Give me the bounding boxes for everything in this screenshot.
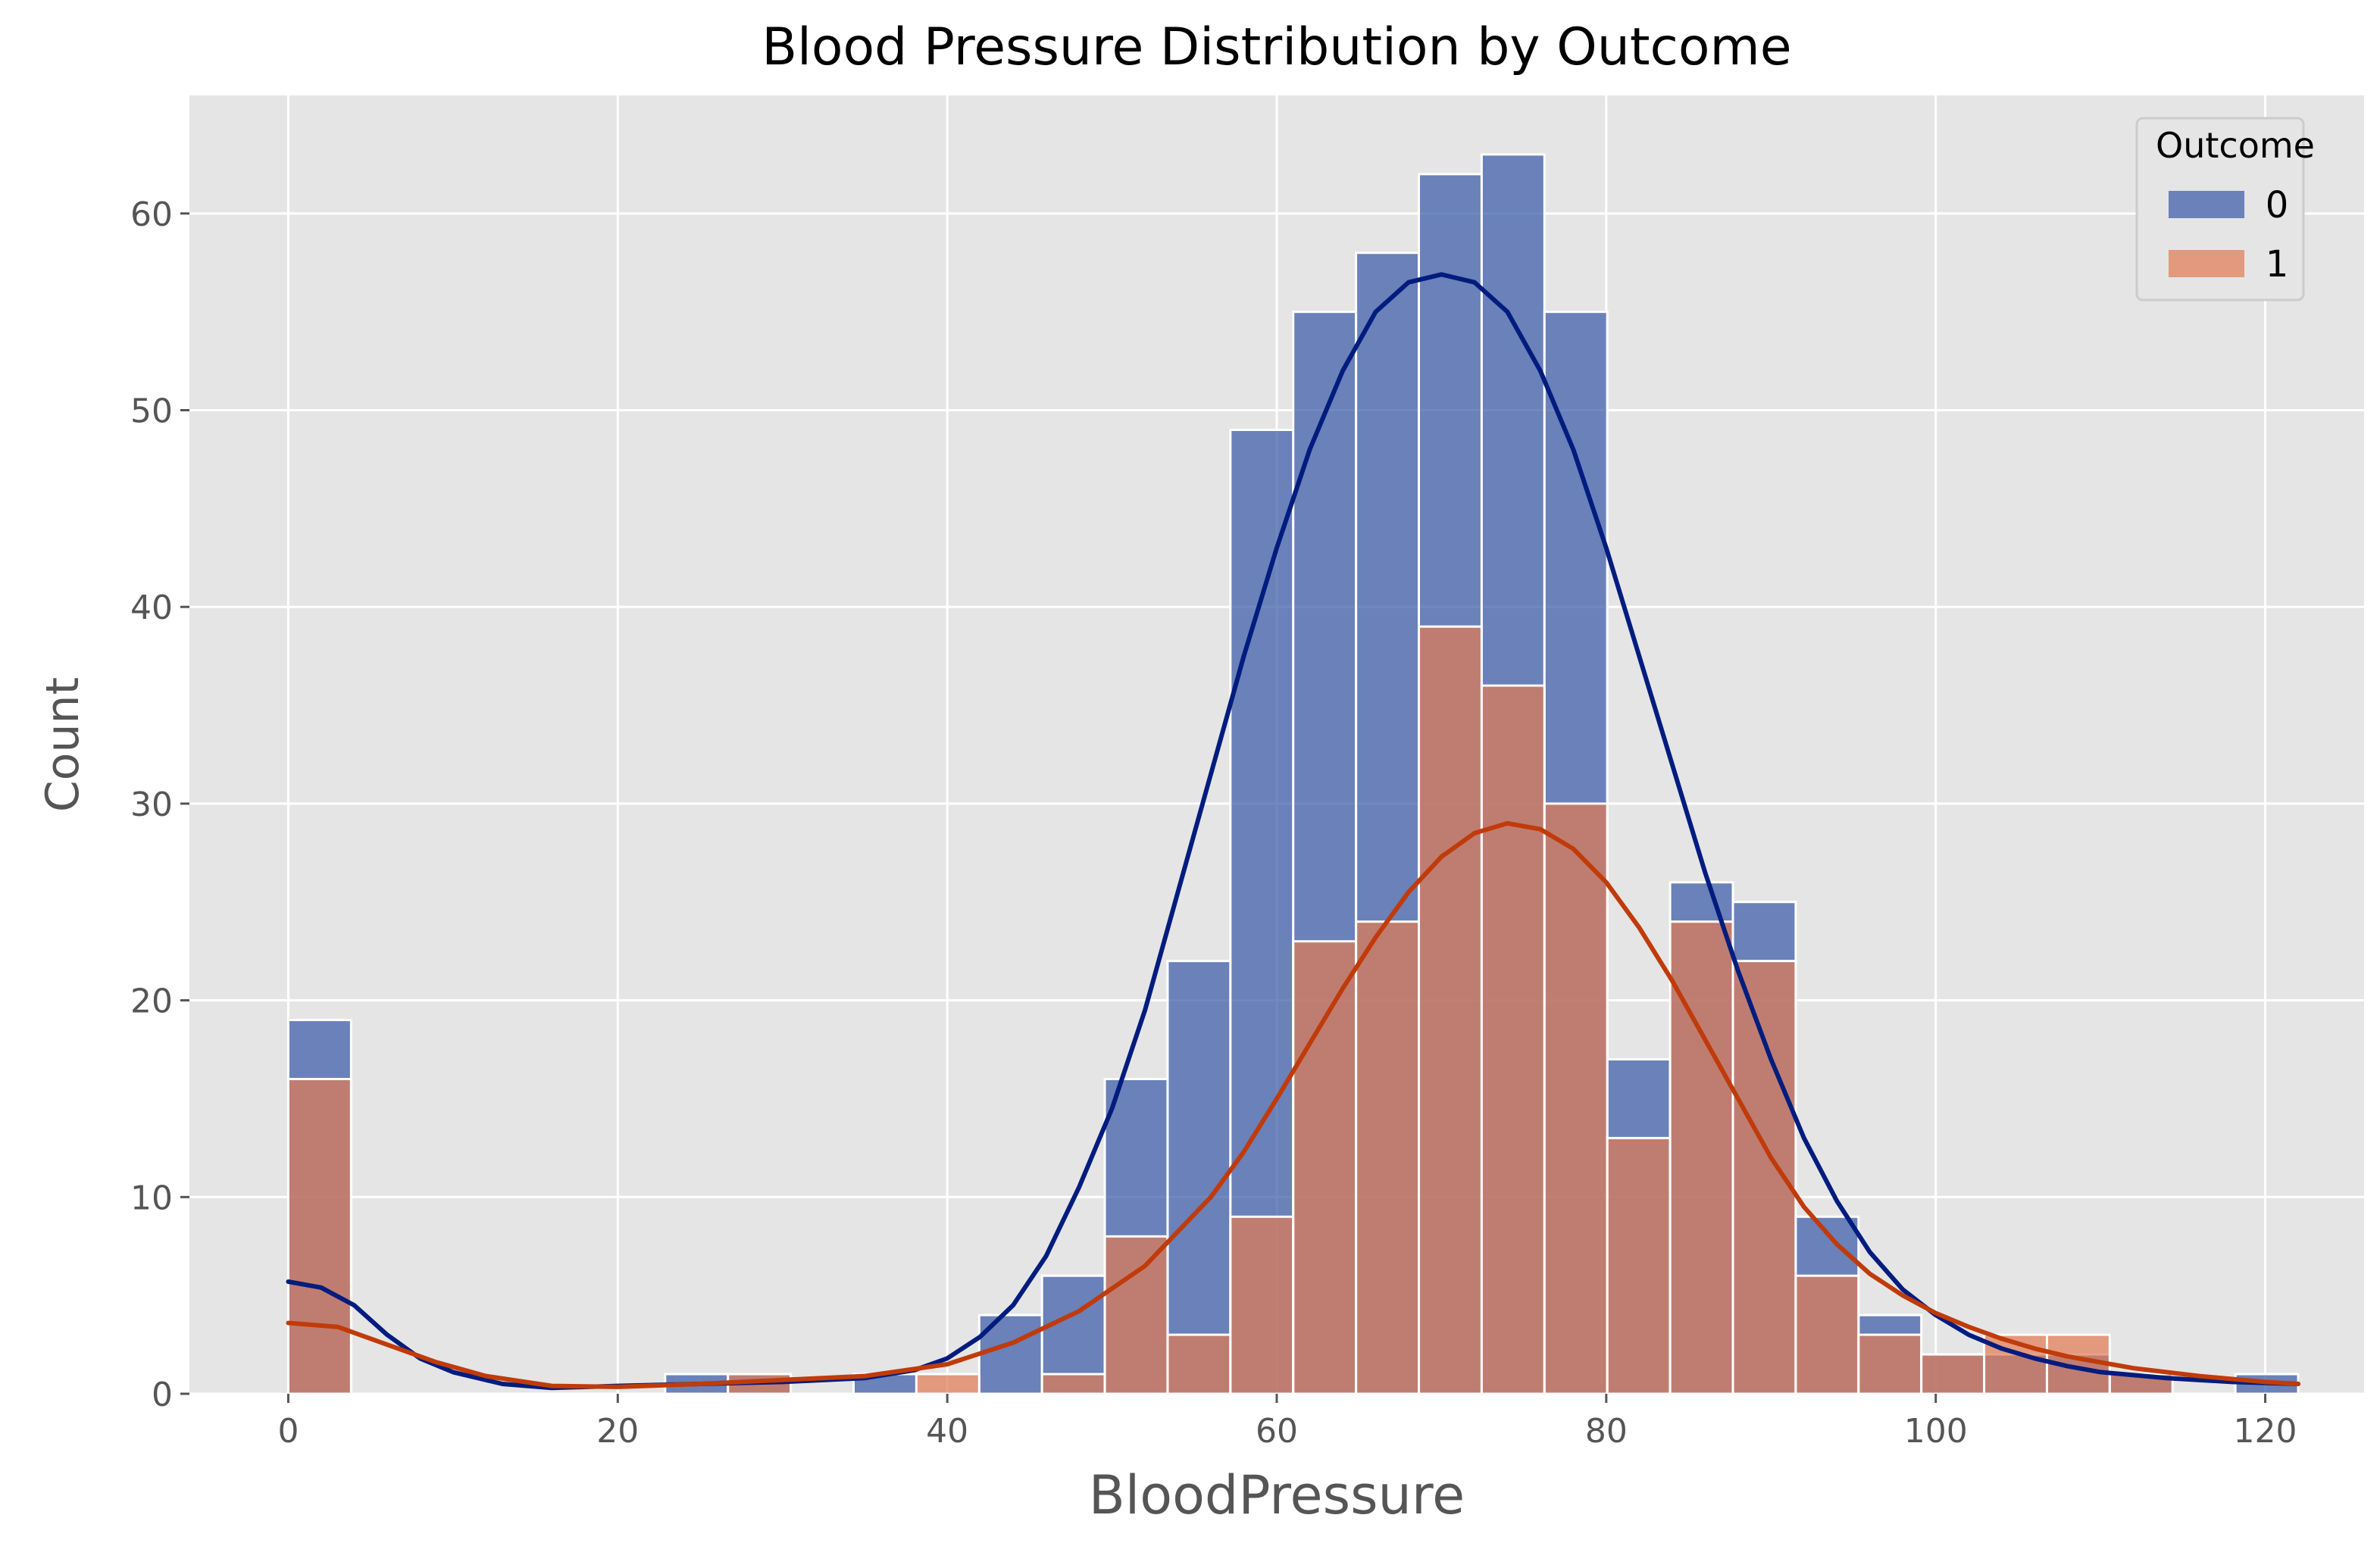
y-tick-label: 30 bbox=[130, 786, 173, 824]
bar-outcome-1 bbox=[1229, 1215, 1295, 1395]
bar-outcome-1 bbox=[1794, 1274, 1860, 1395]
legend-title: Outcome bbox=[2156, 125, 2315, 166]
x-tick-label: 0 bbox=[277, 1412, 299, 1451]
x-axis-label: BloodPressure bbox=[1089, 1464, 1465, 1526]
bar-outcome-1 bbox=[1355, 920, 1421, 1395]
kde-curves bbox=[286, 272, 2300, 1391]
bar-outcome-1 bbox=[1040, 1373, 1106, 1395]
legend-label-0: 0 bbox=[2266, 184, 2289, 226]
x-tick-label: 20 bbox=[596, 1412, 639, 1451]
bar-outcome-1 bbox=[1606, 1136, 1672, 1395]
kde-line-outcome-1 bbox=[286, 820, 2300, 1389]
bar-outcome-1 bbox=[1920, 1353, 1986, 1395]
legend-swatch-0 bbox=[2169, 191, 2244, 218]
bar-outcome-1 bbox=[915, 1373, 980, 1395]
y-tick-label: 10 bbox=[130, 1179, 173, 1217]
y-tick-label: 50 bbox=[130, 392, 173, 431]
x-tick-label: 80 bbox=[1585, 1412, 1628, 1451]
x-tick-label: 100 bbox=[1904, 1412, 1968, 1451]
legend: Outcome 0 1 bbox=[2135, 117, 2315, 301]
y-tick-label: 40 bbox=[130, 589, 173, 627]
bars bbox=[286, 153, 2300, 1395]
legend-label-1: 1 bbox=[2266, 243, 2289, 286]
bar-outcome-1 bbox=[1103, 1235, 1169, 1395]
bar-outcome-1 bbox=[286, 1077, 352, 1395]
y-axis-label: Count bbox=[36, 677, 89, 812]
bar-outcome-1 bbox=[1292, 940, 1358, 1395]
y-tick-label: 60 bbox=[130, 195, 173, 234]
x-tick-label: 40 bbox=[926, 1412, 968, 1451]
y-tick-label: 20 bbox=[130, 982, 173, 1021]
bar-outcome-1 bbox=[1418, 625, 1483, 1395]
bar-outcome-1 bbox=[1166, 1333, 1232, 1395]
x-tick-label: 120 bbox=[2234, 1412, 2297, 1451]
bar-outcome-1 bbox=[1857, 1333, 1923, 1395]
bar-outcome-1 bbox=[1480, 684, 1546, 1395]
x-tick-label: 60 bbox=[1256, 1412, 1298, 1451]
y-tick-label: 0 bbox=[152, 1376, 173, 1414]
chart-title: Blood Pressure Distribution by Outcome bbox=[762, 17, 1791, 77]
bar-outcome-1 bbox=[1543, 802, 1609, 1395]
axes: 0 20 40 60 80 100 120 0 10 20 30 40 50 60 bbox=[130, 195, 2297, 1451]
legend-swatch-1 bbox=[2169, 250, 2244, 277]
bar-outcome-0 bbox=[1166, 960, 1232, 1395]
